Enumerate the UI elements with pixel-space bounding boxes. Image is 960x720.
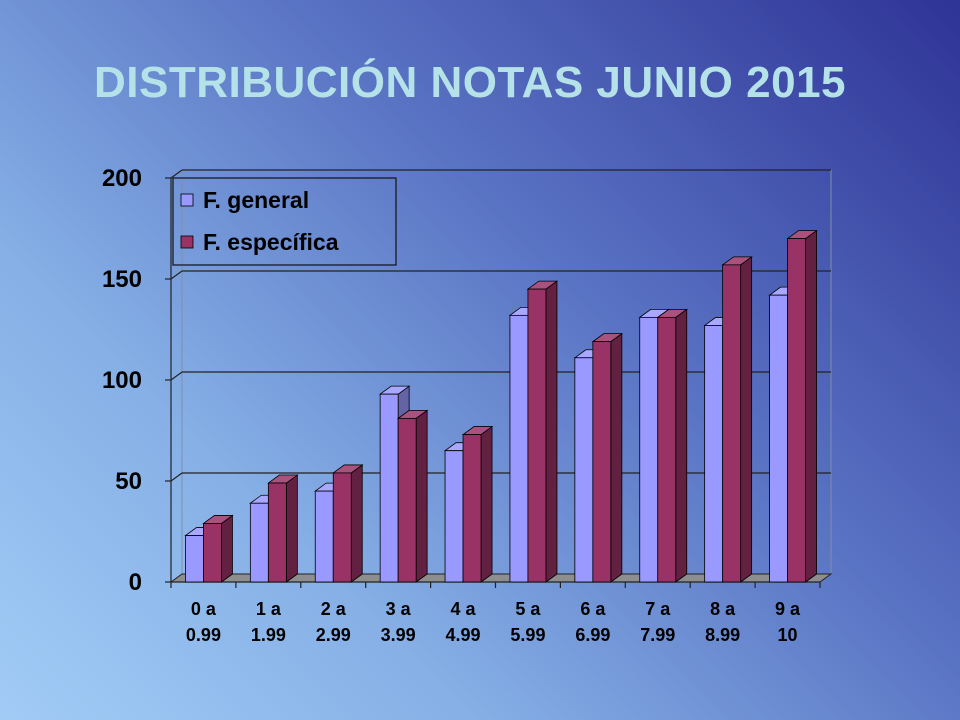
y-tick-label: 100 [102,367,142,394]
x-tick-label: 3 a [386,599,412,619]
bar-side [610,332,623,583]
bar [249,502,269,583]
bar [185,535,204,583]
y-tick-label: 50 [115,468,142,495]
bar-side [285,474,298,583]
bar [267,482,287,583]
bar [704,325,724,583]
x-tick-label: 7.99 [640,625,675,645]
x-tick-label: 6.99 [575,625,610,645]
bar [314,490,334,583]
y-tick-label: 0 [129,569,142,596]
y-tick-label: 150 [102,266,142,293]
slide-title: DISTRIBUCIÓN NOTAS JUNIO 2015 [93,58,847,107]
bar-side [415,409,428,583]
gridline-depth [170,371,183,381]
bar-side [675,308,688,583]
gridline-depth [170,270,183,280]
legend-swatch [180,235,194,249]
x-tick-label: 1.99 [251,625,286,645]
bar [574,357,594,583]
bar-side [350,464,363,583]
bar [379,393,399,583]
x-tick-label: 10 [778,625,798,645]
x-tick-label: 5 a [515,599,541,619]
bar-side [480,425,493,583]
bar [332,472,352,583]
bar-side [740,256,753,583]
bar [722,264,742,583]
bar [787,238,806,583]
bar [592,341,612,583]
legend-swatch [180,193,194,207]
bar [397,417,417,583]
x-tick-label: 3.99 [381,625,416,645]
x-tick-label: 8.99 [705,625,740,645]
x-tick-label: 2.99 [316,625,351,645]
bar-side [221,514,233,583]
bar [639,316,659,583]
x-tick-label: 5.99 [510,625,545,645]
legend-label: F. general [203,187,309,213]
bar [769,294,788,583]
bar [527,288,547,583]
bar-side [545,280,558,583]
x-tick-label: 8 a [710,599,736,619]
legend-label: F. específica [203,229,339,255]
x-tick-label: 4 a [451,599,477,619]
x-tick-label: 9 a [775,599,801,619]
y-tick-label: 200 [102,165,142,192]
bar [657,316,677,583]
bar [203,523,222,583]
bar [462,434,482,583]
x-tick-label: 6 a [580,599,606,619]
x-tick-label: 1 a [256,599,282,619]
gridline-depth [170,169,183,179]
x-tick-label: 0.99 [186,625,221,645]
x-tick-label: 7 a [645,599,671,619]
gridline-depth [170,472,183,482]
bar [509,314,529,583]
bar-side [805,229,817,583]
x-tick-label: 4.99 [446,625,481,645]
legend-box [172,177,397,266]
x-tick-label: 0 a [191,599,217,619]
x-tick-label: 2 a [321,599,347,619]
bar [444,450,464,583]
